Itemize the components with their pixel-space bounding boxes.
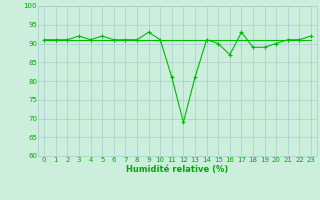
X-axis label: Humidité relative (%): Humidité relative (%) — [126, 165, 229, 174]
